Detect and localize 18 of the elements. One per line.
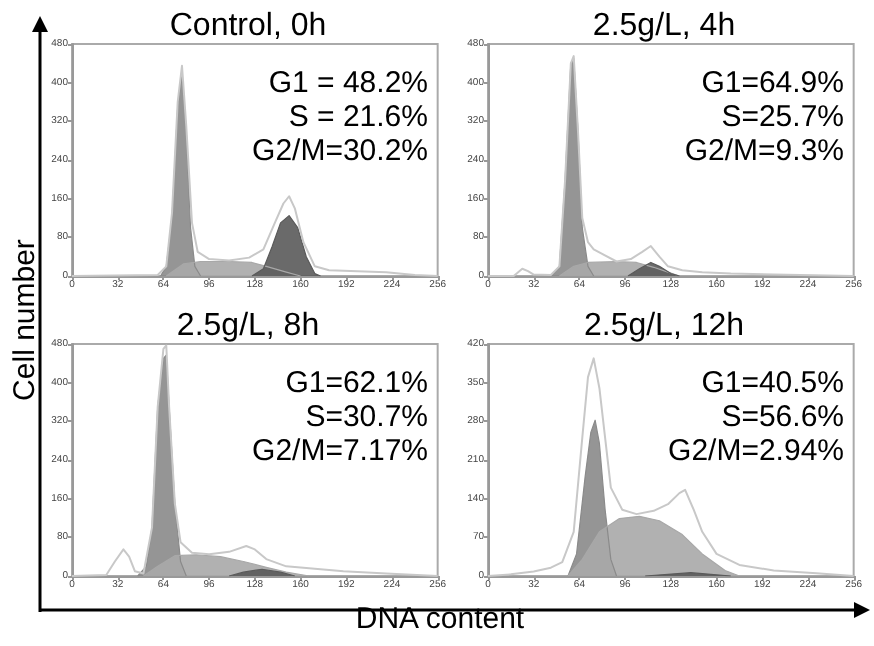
annotation: G1=40.5% <box>701 366 844 400</box>
annotation: S=30.7% <box>305 400 428 434</box>
annotation: S=25.7% <box>721 100 844 134</box>
chart-title: 2.5g/L, 8h <box>176 309 320 343</box>
annotation: G2/M=2.94% <box>668 434 844 468</box>
annotation: G1 = 48.2% <box>268 66 428 100</box>
chart-title: 2.5g/L, 12h <box>583 309 745 343</box>
annotation: G2/M=7.17% <box>252 434 428 468</box>
y-axis-title: Cell number <box>6 237 44 405</box>
annotation: G1=62.1% <box>285 366 428 400</box>
annotation: G1=64.9% <box>701 66 844 100</box>
chart-title: Control, 0h <box>169 9 327 43</box>
annotation: S=56.6% <box>721 400 844 434</box>
annotation: S = 21.6% <box>288 100 428 134</box>
chart-title: 2.5g/L, 4h <box>592 9 736 43</box>
line-series <box>71 344 439 577</box>
annotation: G2/M=30.2% <box>252 134 428 168</box>
annotation: G2/M=9.3% <box>684 134 844 168</box>
